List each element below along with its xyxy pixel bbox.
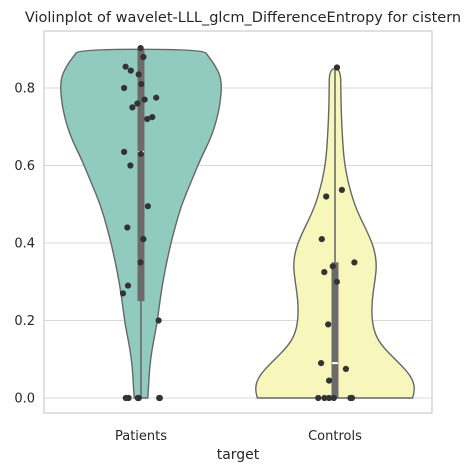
violin-box — [137, 49, 145, 302]
data-point — [138, 81, 145, 88]
data-point — [140, 53, 147, 61]
violins — [60, 45, 415, 402]
y-tick-label: 0.4 — [14, 237, 35, 252]
data-point — [326, 377, 333, 384]
data-point — [156, 394, 163, 402]
data-point — [141, 96, 148, 103]
data-point — [127, 162, 134, 169]
data-point — [144, 115, 151, 123]
data-point — [351, 259, 358, 266]
data-point — [144, 203, 151, 210]
data-point — [333, 278, 340, 285]
data-point — [338, 186, 345, 193]
data-point — [124, 224, 131, 231]
data-point — [137, 259, 144, 266]
x-tick-labels: Patients Controls — [115, 429, 362, 444]
y-tick-label: 0.6 — [14, 159, 35, 174]
x-tick-label: Controls — [308, 429, 362, 444]
data-point — [329, 263, 336, 270]
y-tick-label: 0.2 — [14, 314, 35, 329]
data-point — [315, 394, 322, 402]
data-point — [122, 63, 129, 70]
data-point — [124, 282, 132, 289]
data-point — [140, 236, 147, 243]
data-point — [134, 394, 141, 402]
data-point — [149, 114, 156, 121]
x-tick-label: Patients — [115, 429, 167, 444]
data-point — [121, 84, 128, 92]
data-point — [325, 394, 333, 402]
data-point — [342, 365, 349, 372]
data-point — [330, 394, 337, 402]
y-tick-label: 0.8 — [14, 82, 35, 97]
data-point — [155, 317, 162, 324]
data-point — [318, 236, 325, 243]
data-point — [134, 100, 141, 107]
data-point — [125, 394, 132, 402]
violin-box — [331, 262, 339, 398]
data-point — [137, 150, 144, 157]
data-point — [119, 290, 127, 297]
data-point — [137, 45, 144, 52]
data-point — [321, 394, 328, 402]
data-point — [321, 269, 328, 276]
chart-title: Violinplot of wavelet-LLL_glcm_Differenc… — [25, 10, 461, 26]
x-axis-label: target — [217, 447, 260, 463]
data-point — [129, 104, 136, 111]
data-point — [153, 94, 160, 101]
data-point — [135, 71, 142, 78]
data-point — [347, 394, 354, 402]
data-point — [121, 148, 128, 155]
data-point — [325, 321, 332, 328]
data-point — [318, 360, 325, 367]
data-point — [333, 64, 341, 71]
data-point — [323, 193, 330, 200]
y-tick-label: 0.0 — [14, 392, 35, 407]
data-point — [127, 67, 134, 74]
y-tick-labels: 0.0 0.2 0.4 0.6 0.8 — [14, 82, 35, 407]
